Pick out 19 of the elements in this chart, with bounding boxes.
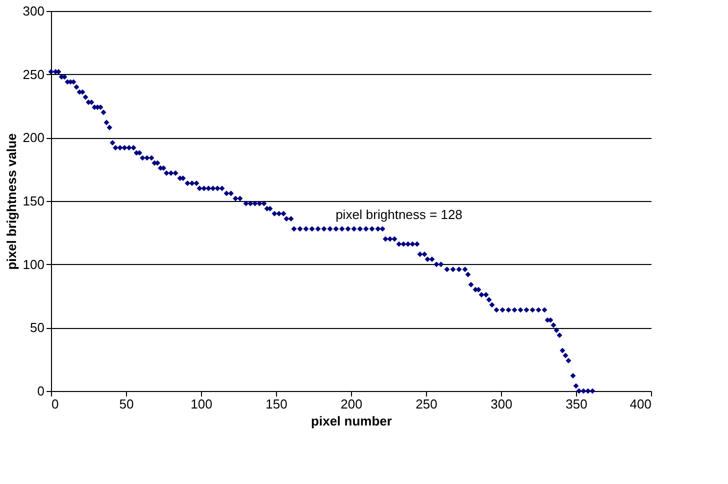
x-tick-label: 300 (490, 396, 512, 412)
x-tick-label: 350 (566, 396, 588, 412)
x-tick-label: 50 (119, 396, 134, 412)
x-tick-label: 0 (52, 396, 59, 412)
x-axis-title: pixel number (311, 414, 392, 428)
y-tick-label: 0 (37, 384, 44, 398)
y-tick-label: 150 (22, 194, 44, 208)
y-tick-label: 250 (22, 66, 44, 82)
y-tick-label: 300 (22, 4, 44, 18)
y-tick-label: 50 (30, 320, 44, 336)
y-tick-label: 200 (22, 130, 44, 146)
y-axis-title: pixel brightness value (4, 133, 19, 270)
x-tick-label: 200 (340, 396, 362, 412)
x-tick-label: 250 (416, 396, 438, 412)
x-tick-label: 100 (190, 396, 212, 412)
x-tick-label: 400 (630, 396, 652, 412)
y-tick-label: 100 (22, 256, 44, 272)
annotation: pixel brightness = 128 (336, 207, 462, 222)
x-tick-label: 150 (266, 396, 288, 412)
